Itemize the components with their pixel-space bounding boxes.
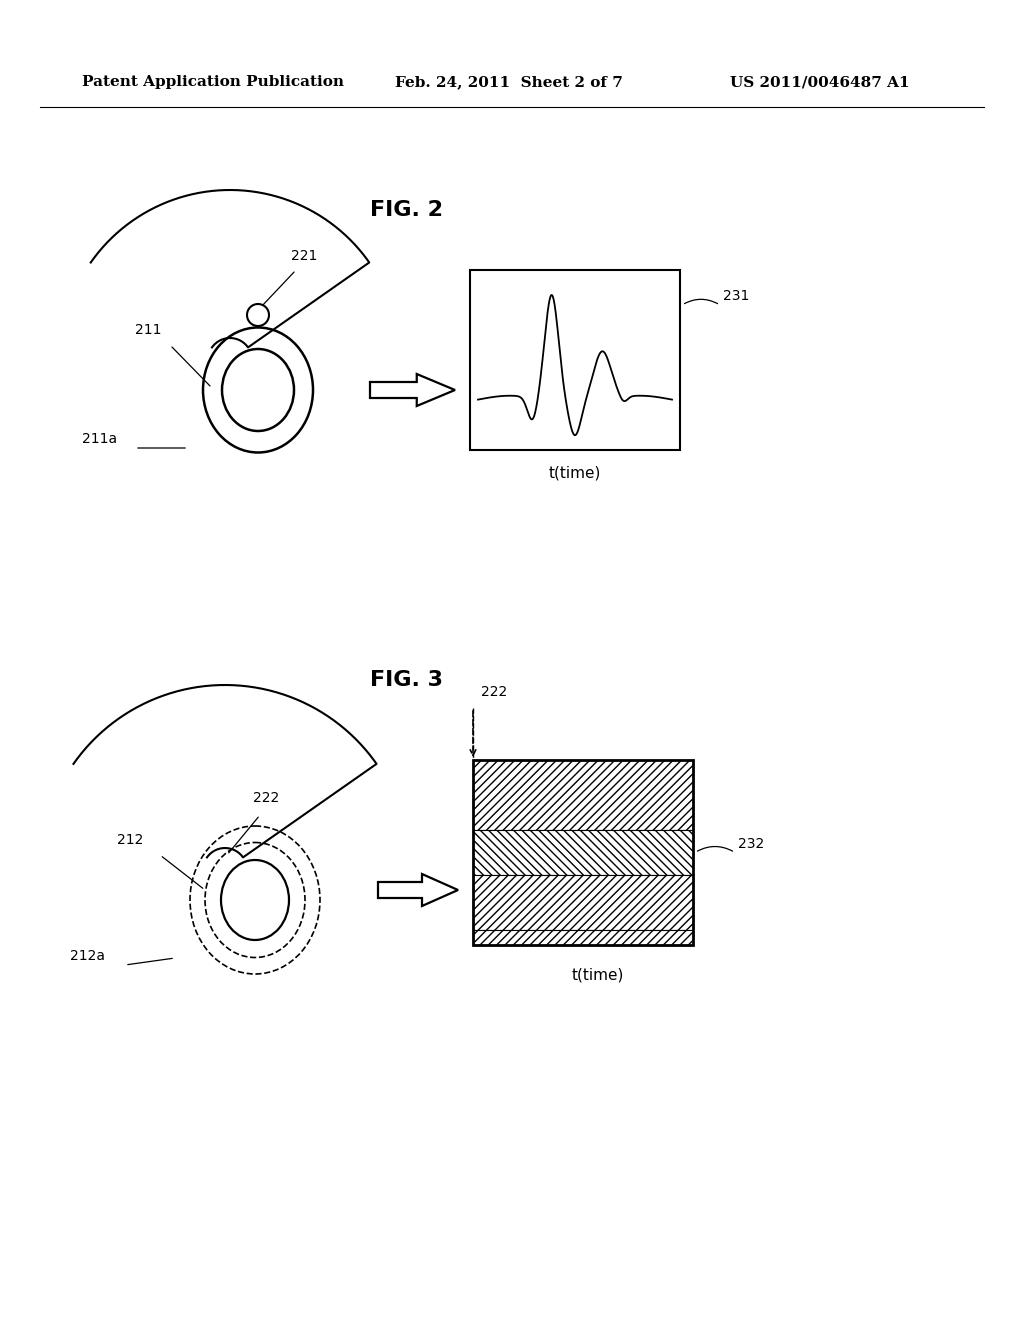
Bar [473,760,693,830]
Text: 222: 222 [481,685,507,700]
Polygon shape [91,190,370,347]
Text: FIG. 3: FIG. 3 [370,671,443,690]
Polygon shape [378,874,458,906]
Text: US 2011/0046487 A1: US 2011/0046487 A1 [730,75,909,88]
Text: 221: 221 [291,249,317,263]
Text: 211a: 211a [82,432,117,446]
Bar [473,830,693,875]
Text: 232: 232 [738,837,764,850]
Text: FIG. 2: FIG. 2 [370,201,443,220]
Text: t(time): t(time) [571,968,625,983]
Bar [470,271,680,450]
Text: 212a: 212a [70,949,105,964]
Text: 212: 212 [117,833,143,847]
Text: 231: 231 [723,289,750,304]
Text: t(time): t(time) [549,466,601,480]
Bar [473,875,693,931]
Text: Patent Application Publication: Patent Application Publication [82,75,344,88]
Text: 211: 211 [135,323,162,337]
Text: Feb. 24, 2011  Sheet 2 of 7: Feb. 24, 2011 Sheet 2 of 7 [395,75,623,88]
Bar [473,931,693,945]
Circle shape [247,304,269,326]
Bar [473,760,693,945]
Text: 222: 222 [253,791,280,805]
Polygon shape [370,374,455,407]
Polygon shape [74,685,377,858]
